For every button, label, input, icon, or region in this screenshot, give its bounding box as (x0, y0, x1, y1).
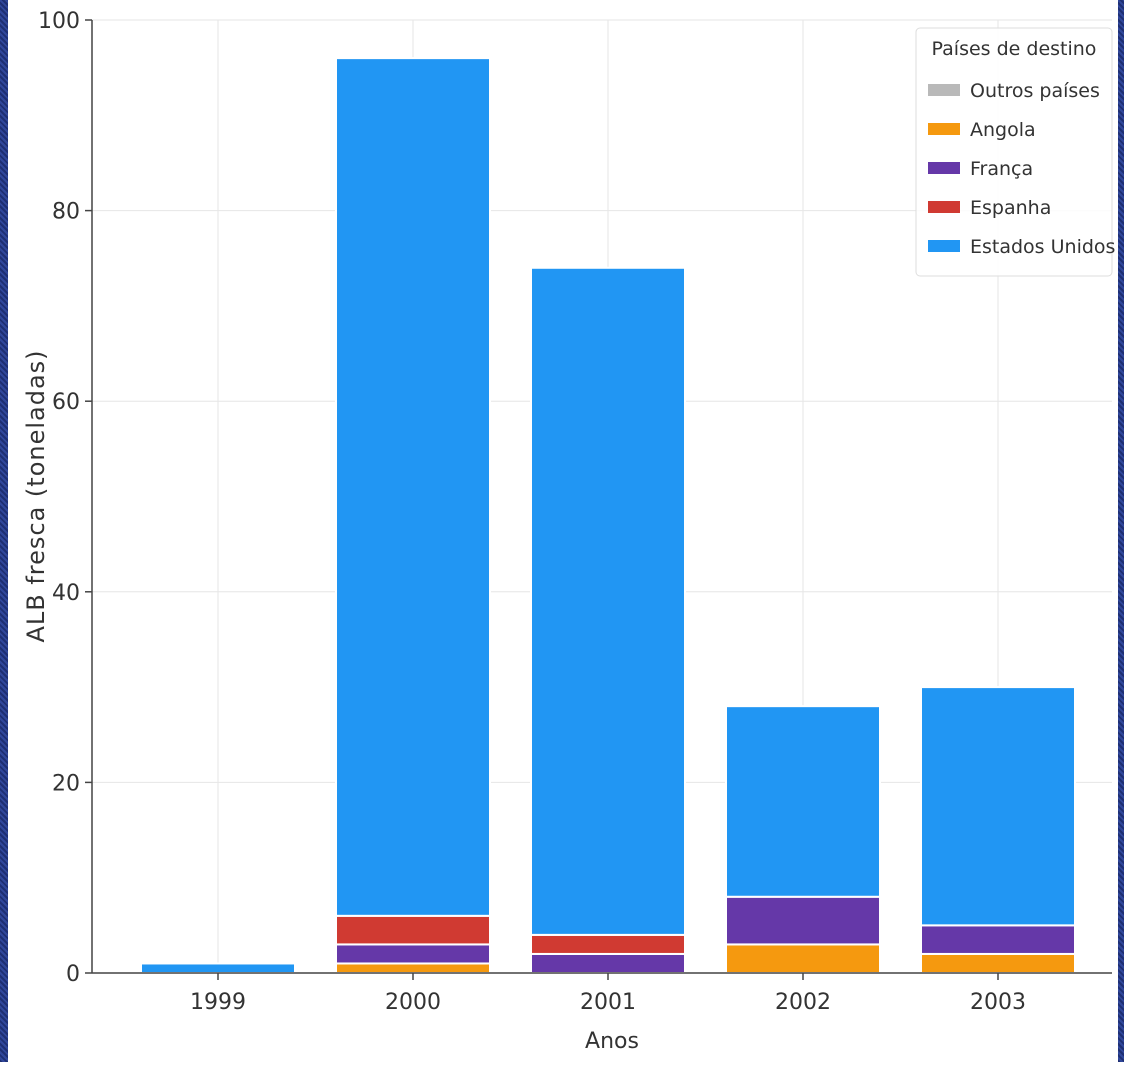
y-tick-label: 100 (38, 9, 80, 34)
x-axis-label: Anos (585, 1029, 639, 1054)
bar-segment (335, 943, 491, 965)
left-frame-border (0, 0, 8, 1062)
bar-segment (725, 943, 881, 974)
bar-segment (335, 962, 491, 974)
legend-entry-label: Espanha (970, 197, 1051, 219)
bar-segment (920, 952, 1076, 975)
y-tick-label: 0 (66, 962, 80, 987)
y-axis-label: ALB fresca (toneladas) (22, 349, 50, 642)
legend-items: Outros países Angola França Espanha Estados … (928, 80, 1115, 258)
bar-segment (530, 952, 686, 975)
legend-entry-label: Estados Unidos (970, 236, 1115, 258)
legend-swatch (928, 162, 960, 174)
legend-swatch (928, 201, 960, 213)
y-tick-label: 40 (52, 581, 80, 606)
x-tick-label: 2001 (580, 990, 636, 1015)
bar-segment (725, 705, 881, 898)
bar-segment (140, 962, 296, 974)
legend-swatch (928, 240, 960, 252)
legend-entry-label: França (970, 158, 1033, 180)
bar-segment (530, 933, 686, 955)
x-tick-label: 2002 (775, 990, 831, 1015)
legend-entry-label: Outros países (970, 80, 1100, 102)
x-tick-label: 2000 (385, 990, 441, 1015)
legend-entry-label: Angola (970, 119, 1036, 141)
y-tick-label: 20 (52, 771, 80, 796)
ticks-layer: 0 20 40 60 80 100 1999 2000 2001 2002 2003 (38, 9, 1026, 1015)
x-tick-label: 2003 (970, 990, 1026, 1015)
bars-layer (140, 57, 1076, 975)
bar-segment (530, 266, 686, 936)
legend-swatch (928, 84, 960, 96)
right-frame-border (1118, 0, 1124, 1062)
bar-segment (335, 914, 491, 946)
bar-segment (335, 57, 491, 917)
bar-segment (920, 924, 1076, 955)
legend: Países de destino Outros países Angola Fra… (915, 27, 1115, 277)
bar-segment (725, 895, 881, 946)
legend-title: Países de destino (932, 38, 1097, 60)
y-tick-label: 80 (52, 200, 80, 225)
legend-box (915, 27, 1113, 277)
bar-segment (920, 686, 1076, 927)
x-tick-label: 1999 (190, 990, 246, 1015)
y-tick-label: 60 (52, 390, 80, 415)
legend-swatch (928, 123, 960, 135)
axes-layer (91, 20, 1112, 974)
